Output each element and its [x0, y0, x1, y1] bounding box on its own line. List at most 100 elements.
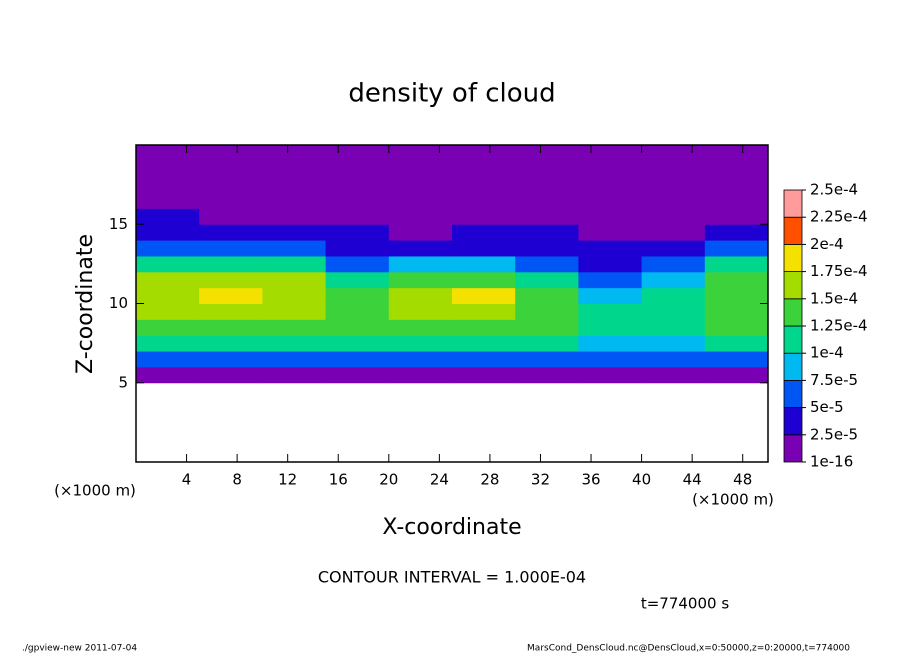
cell	[199, 255, 263, 273]
cell	[262, 255, 327, 273]
cell	[199, 208, 263, 225]
cell	[199, 145, 263, 162]
cell	[199, 287, 263, 304]
colorbar-swatch	[783, 271, 803, 300]
cell	[325, 271, 390, 289]
cell	[262, 208, 327, 225]
cell	[641, 351, 706, 368]
cell	[262, 176, 327, 194]
cell	[641, 160, 706, 178]
cell	[136, 240, 200, 257]
cell	[452, 303, 516, 320]
cell	[325, 255, 390, 273]
cell	[452, 145, 516, 162]
cell	[452, 255, 516, 273]
cell	[136, 145, 200, 162]
cell	[704, 351, 769, 368]
cell	[515, 287, 579, 304]
cell	[325, 160, 390, 178]
cell	[388, 287, 453, 304]
cell	[388, 335, 453, 352]
cell	[452, 208, 516, 225]
cell	[388, 176, 453, 194]
cell	[515, 351, 579, 368]
cell	[515, 192, 579, 209]
cell	[388, 160, 453, 178]
cell	[641, 271, 706, 289]
x-tick-label: 12	[278, 471, 297, 489]
cell	[641, 176, 706, 194]
cell	[325, 351, 390, 368]
cell	[641, 208, 706, 225]
cell	[199, 335, 263, 352]
cell	[704, 240, 769, 257]
colorbar-label: 7.5e-5	[810, 371, 858, 389]
cell	[704, 145, 769, 162]
colorbar-label: 2.5e-5	[810, 425, 858, 443]
cell	[199, 319, 263, 336]
cell	[136, 160, 200, 178]
cell	[515, 208, 579, 225]
cell	[262, 319, 327, 336]
cell	[388, 255, 453, 273]
colorbar-label: 1.5e-4	[810, 289, 858, 307]
cell	[136, 255, 200, 273]
chart-title: density of cloud	[348, 79, 555, 109]
cell	[641, 240, 706, 257]
cell	[199, 160, 263, 178]
cell	[388, 240, 453, 257]
cell	[641, 319, 706, 336]
cell	[641, 366, 706, 384]
cell	[262, 287, 327, 304]
cell	[452, 287, 516, 304]
x-unit: (×1000 m)	[692, 491, 774, 509]
cell	[325, 192, 390, 209]
y-tick-label: 15	[109, 215, 128, 233]
x-tick-label: 32	[531, 471, 550, 489]
cell	[199, 366, 263, 384]
cell	[388, 319, 453, 336]
cell	[641, 255, 706, 273]
cell	[388, 366, 453, 384]
x-tick-label: 4	[182, 471, 192, 489]
cell	[199, 240, 263, 257]
cell	[136, 335, 200, 352]
cell	[641, 335, 706, 352]
cell	[578, 160, 643, 178]
colorbar-swatch	[783, 434, 803, 463]
cell	[578, 224, 643, 241]
cell	[452, 319, 516, 336]
cell	[641, 287, 706, 304]
colorbar-swatch	[783, 243, 803, 272]
x-tick-label: 24	[430, 471, 449, 489]
cell	[515, 303, 579, 320]
cell	[136, 287, 200, 304]
cell	[199, 271, 263, 289]
cell	[641, 192, 706, 209]
cell	[325, 366, 390, 384]
cell	[388, 224, 453, 241]
cell	[325, 208, 390, 225]
cell	[578, 366, 643, 384]
cell	[136, 351, 200, 368]
cell	[388, 145, 453, 162]
cell	[578, 351, 643, 368]
cell	[515, 176, 579, 194]
cell	[578, 176, 643, 194]
y-tick-label: 5	[118, 373, 128, 391]
x-tick-label: 8	[232, 471, 242, 489]
cell	[262, 224, 327, 241]
colorbar-swatch	[783, 379, 803, 408]
cell	[641, 224, 706, 241]
cell	[325, 335, 390, 352]
cell	[136, 224, 200, 241]
cell	[452, 240, 516, 257]
cell	[515, 366, 579, 384]
cell	[388, 192, 453, 209]
x-tick-label: 40	[632, 471, 651, 489]
cell	[578, 271, 643, 289]
cell	[704, 319, 769, 336]
cell	[578, 255, 643, 273]
cell	[262, 240, 327, 257]
